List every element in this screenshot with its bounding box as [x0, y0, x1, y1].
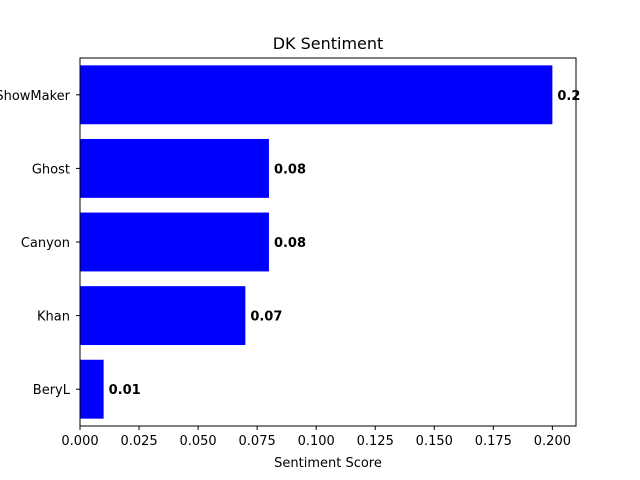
x-tick-label: 0.075 — [239, 434, 276, 449]
bar-ghost — [80, 138, 269, 198]
x-axis-ticks: 0.000 0.025 0.050 0.075 0.100 0.125 0.150 0.175… — [61, 426, 571, 449]
y-tick-label-showmaker: ShowMaker — [0, 89, 71, 104]
bar-khan — [80, 286, 246, 346]
x-tick-label: 0.150 — [416, 434, 453, 449]
data-label-showmaker: 0.2 — [557, 89, 580, 104]
x-axis-label: Sentiment Score — [274, 456, 382, 471]
y-tick-label-beryl: BeryL — [33, 383, 71, 398]
y-axis-ticks: ShowMaker Ghost Canyon Khan BeryL — [0, 89, 80, 398]
x-tick-label: 0.000 — [61, 434, 98, 449]
x-tick-label: 0.050 — [179, 434, 216, 449]
y-tick-label-ghost: Ghost — [32, 162, 70, 177]
y-tick-label-khan: Khan — [37, 310, 70, 325]
data-label-khan: 0.07 — [250, 310, 282, 325]
data-label-beryl: 0.01 — [109, 383, 141, 398]
bar-beryl — [80, 359, 104, 419]
x-tick-label: 0.200 — [534, 434, 571, 449]
x-tick-label: 0.125 — [357, 434, 394, 449]
data-labels-group: 0.2 0.08 0.08 0.07 0.01 — [109, 89, 581, 398]
bars-group — [80, 65, 553, 419]
data-label-ghost: 0.08 — [274, 162, 306, 177]
x-tick-label: 0.025 — [120, 434, 157, 449]
chart-title: DK Sentiment — [273, 34, 384, 53]
bar-showmaker — [80, 65, 553, 125]
data-label-canyon: 0.08 — [274, 236, 306, 251]
bar-canyon — [80, 212, 269, 272]
x-tick-label: 0.100 — [298, 434, 335, 449]
x-tick-label: 0.175 — [475, 434, 512, 449]
plot-frame — [79, 57, 577, 427]
y-tick-label-canyon: Canyon — [21, 236, 70, 251]
